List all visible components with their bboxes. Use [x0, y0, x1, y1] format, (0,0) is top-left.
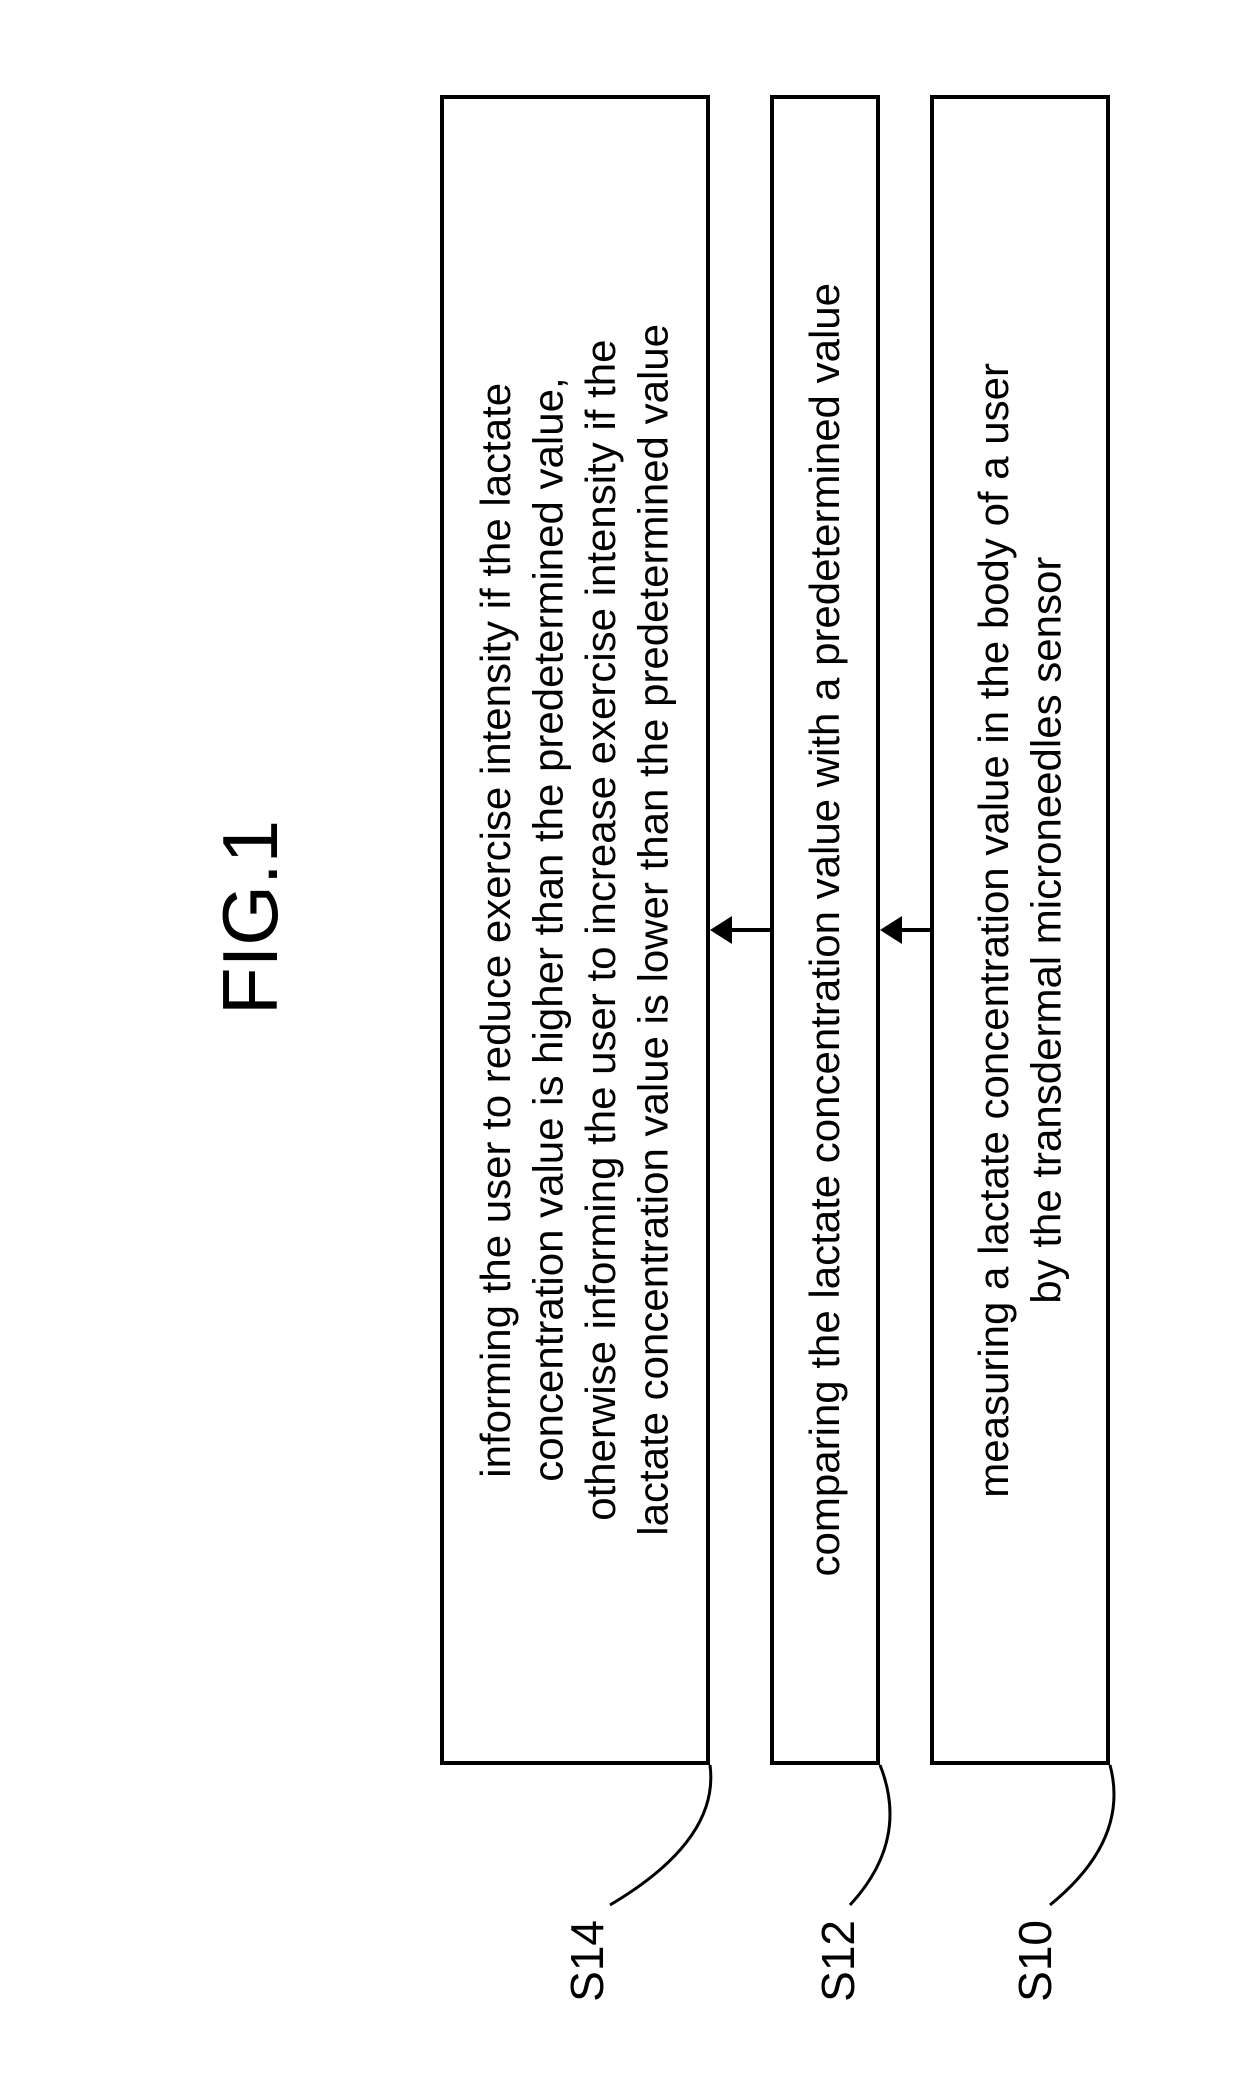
arrow-s12-s14	[0, 0, 1239, 2083]
figure-label: FIG.1	[205, 820, 296, 1015]
flowchart-canvas: measuring a lactate concentration value …	[0, 0, 1239, 2083]
